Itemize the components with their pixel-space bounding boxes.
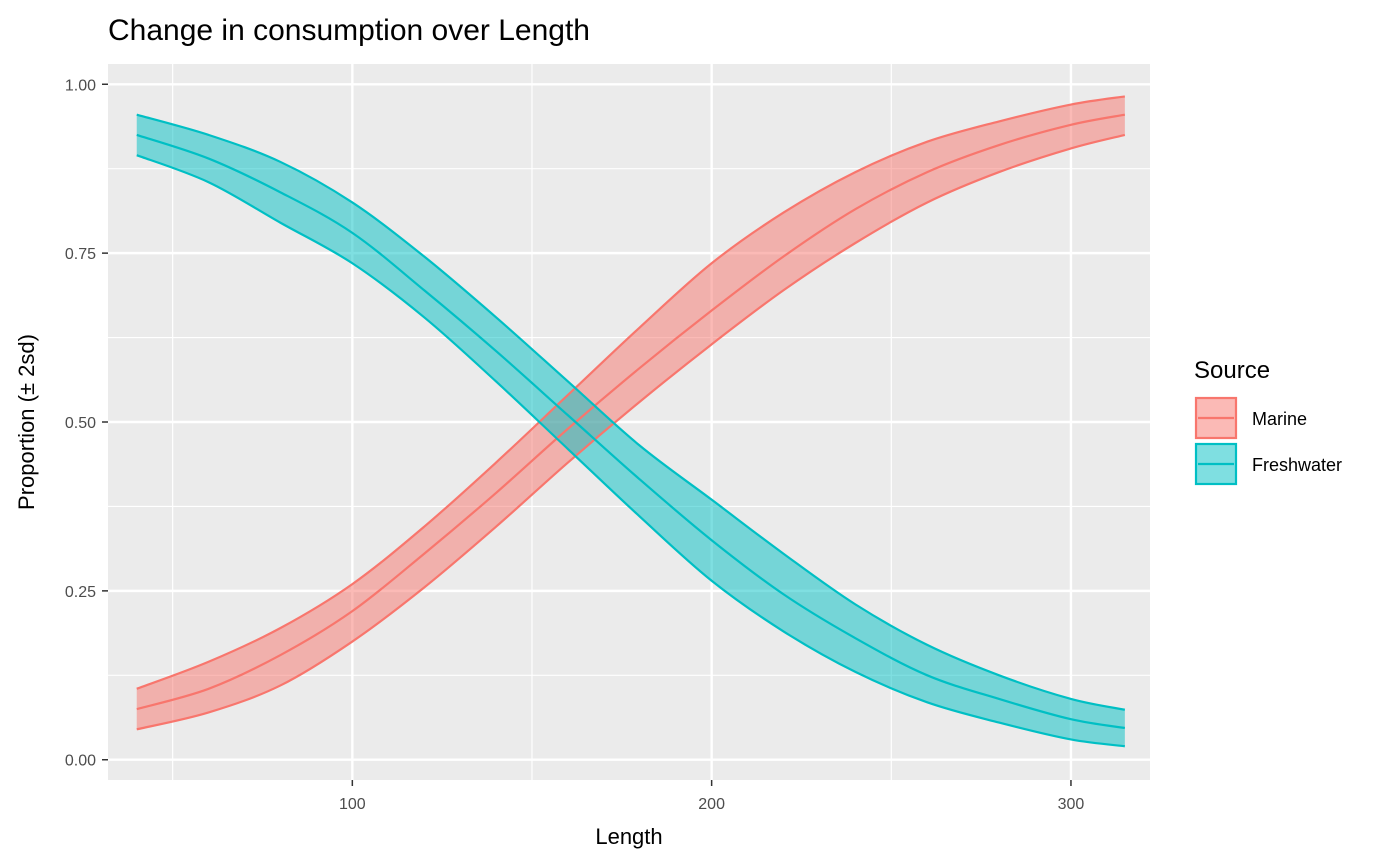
legend: Source Marine Freshwater: [1194, 357, 1342, 486]
y-tick-label: 0.75: [65, 246, 96, 263]
y-tick-label: 0.50: [65, 415, 96, 432]
legend-title: Source: [1194, 357, 1270, 384]
chart-title: Change in consumption over Length: [108, 14, 590, 47]
x-tick-label: 300: [1058, 796, 1085, 813]
freshwater-upper-line: [136, 113, 1126, 711]
x-axis-title: Length: [595, 824, 662, 849]
legend-label-marine: Marine: [1252, 409, 1307, 429]
freshwater-ribbon: [136, 114, 1125, 747]
freshwater-mean-line: [136, 133, 1126, 730]
x-tick-label: 200: [698, 796, 725, 813]
y-tick-label: 1.00: [65, 77, 96, 94]
y-axis-title: Proportion (± 2sd): [14, 334, 39, 510]
legend-label-freshwater: Freshwater: [1252, 455, 1342, 475]
y-tick-label: 0.00: [65, 753, 96, 770]
y-tick-label: 0.25: [65, 584, 96, 601]
axes-layer: 100 200 300 0.00 0.25 0.50 0.75 1.00: [65, 77, 1085, 813]
marine-ribbon: [136, 96, 1125, 730]
marine-mean-line: [136, 113, 1126, 711]
major-gridlines: [108, 64, 1150, 780]
x-tick-label: 100: [339, 796, 366, 813]
mean-lines-layer: [136, 95, 1126, 748]
marine-upper-line: [136, 95, 1126, 690]
marine-lower-line: [136, 133, 1126, 731]
freshwater-lower-line: [136, 154, 1125, 748]
ribbons-layer: [136, 96, 1125, 747]
